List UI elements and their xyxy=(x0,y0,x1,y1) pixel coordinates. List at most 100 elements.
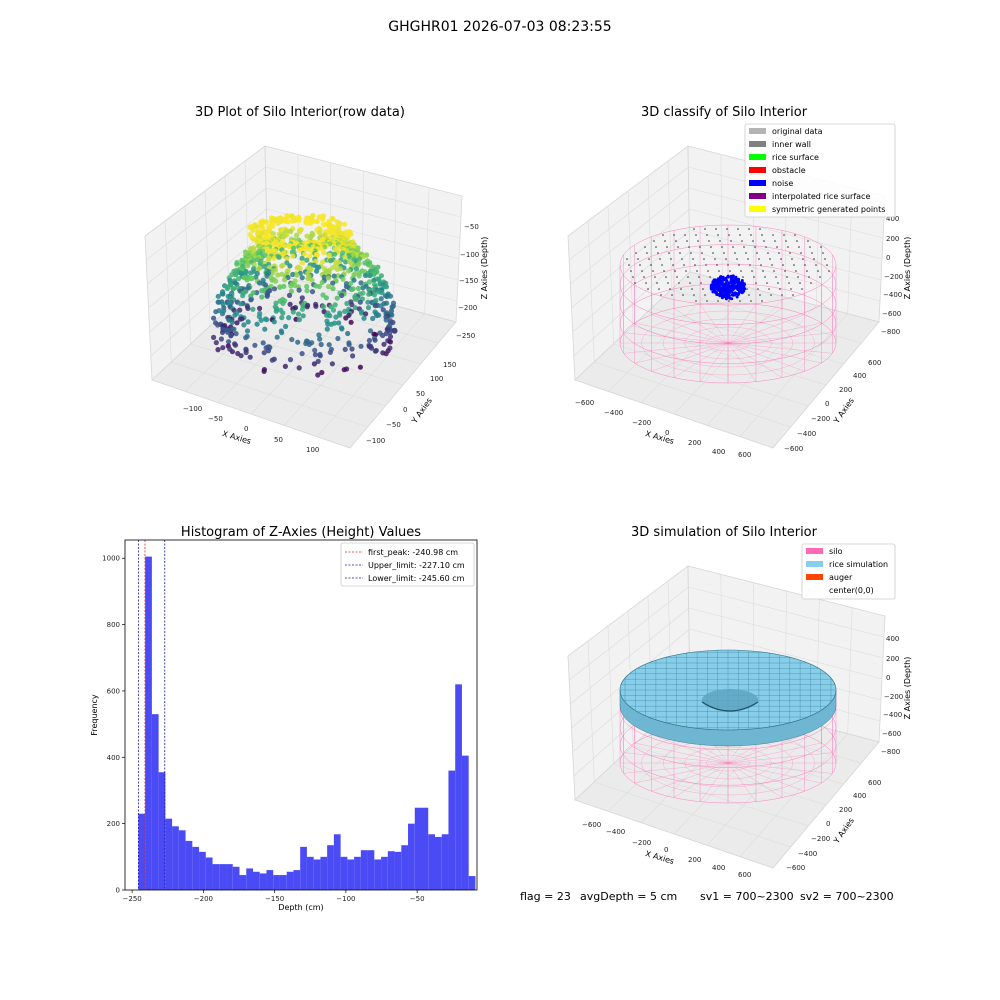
raw-point xyxy=(226,339,232,345)
noise-point xyxy=(712,286,716,290)
legend-swatch-rice-surface xyxy=(749,154,766,160)
raw-point xyxy=(295,339,301,345)
sim-ztick: −600 xyxy=(882,730,901,738)
raw-point xyxy=(380,332,386,339)
silo-floor-ring xyxy=(684,326,772,360)
raw-point xyxy=(234,320,240,326)
surface-dot xyxy=(644,246,646,248)
raw-point xyxy=(341,367,347,373)
raw-point xyxy=(343,259,349,265)
legend-first-peak: first_peak: -240.98 cm xyxy=(368,548,458,557)
raw-point xyxy=(275,272,281,278)
surface-dot xyxy=(634,282,636,284)
surface-dot xyxy=(776,246,778,248)
surface-dot xyxy=(755,282,757,284)
raw-point xyxy=(294,232,300,238)
surface-dot xyxy=(791,258,793,260)
raw-point xyxy=(342,221,348,227)
raw-point xyxy=(357,364,363,370)
noise-point xyxy=(727,294,731,298)
raw-point xyxy=(297,247,303,253)
raw-point xyxy=(299,295,305,301)
raw-point xyxy=(331,273,337,279)
raw-point xyxy=(215,299,221,305)
raw-point xyxy=(273,308,279,314)
grid-line xyxy=(739,733,848,857)
raw-point xyxy=(279,263,285,269)
histogram-bar xyxy=(266,870,274,890)
raw-point xyxy=(371,277,377,283)
surface-dot xyxy=(750,300,752,302)
silo-floor-spoke xyxy=(634,342,729,364)
noise-point xyxy=(725,285,729,289)
surface-dot xyxy=(686,240,688,242)
noise-point xyxy=(723,288,727,292)
raw-point xyxy=(297,265,303,271)
noise-point xyxy=(717,281,721,285)
raw-point xyxy=(219,329,226,335)
status-line: flag = 23 avgDepth = 5 cm sv1 = 700~2300… xyxy=(520,890,894,903)
raw-point xyxy=(257,305,263,311)
raw-point xyxy=(252,342,258,348)
surface-dot xyxy=(716,264,718,266)
surface-dot xyxy=(659,258,661,260)
histogram-bar xyxy=(428,834,435,890)
raw-point xyxy=(213,340,219,346)
legend-center: center(0,0) xyxy=(829,586,874,595)
raw-point xyxy=(255,266,261,272)
surface-dot xyxy=(698,276,700,278)
raw-xtick: −50 xyxy=(208,415,223,423)
surface-dot xyxy=(752,240,754,242)
noise-point xyxy=(726,275,730,279)
sim-zlabel: Z Axies (Depth) xyxy=(903,657,912,720)
surface-dot xyxy=(750,234,752,236)
surface-dot xyxy=(656,282,658,284)
raw-point xyxy=(240,293,246,299)
histogram-ytick-label: 400 xyxy=(107,754,120,762)
raw-point xyxy=(318,341,324,348)
raw-point xyxy=(297,229,303,235)
raw-point xyxy=(307,253,313,259)
noise-point xyxy=(741,287,745,291)
histogram-bar xyxy=(408,823,415,890)
histogram-xtick-label: −200 xyxy=(194,895,213,903)
raw-point xyxy=(294,272,300,278)
raw-point xyxy=(254,321,260,327)
raw-point xyxy=(326,342,332,348)
silo-floor-spoke xyxy=(623,752,729,764)
raw-point-cloud xyxy=(211,212,398,378)
raw-point xyxy=(355,285,361,292)
raw-point xyxy=(346,254,352,260)
raw-point xyxy=(237,316,243,322)
raw-point xyxy=(289,336,295,343)
surface-dot xyxy=(657,252,659,254)
grid-line xyxy=(667,160,672,291)
legend-lower-limit: Lower_limit: -245.60 cm xyxy=(368,574,465,583)
raw-point xyxy=(351,277,357,283)
silo-floor-ring xyxy=(684,746,772,780)
surface-dot xyxy=(793,264,795,266)
raw-point xyxy=(236,276,242,282)
raw-point xyxy=(248,270,254,276)
histogram-bar xyxy=(340,856,348,890)
surface-dot xyxy=(705,264,707,266)
raw-point xyxy=(286,292,293,298)
surface-dot xyxy=(797,276,799,278)
silo-floor-spoke xyxy=(634,762,729,784)
legend-interpolated-rice-surface: interpolated rice surface xyxy=(772,192,870,201)
classify-ytick: −200 xyxy=(811,415,830,423)
histogram-bar xyxy=(381,856,388,890)
surface-dot xyxy=(813,258,815,260)
surface-dot xyxy=(799,282,801,284)
noise-point xyxy=(718,276,722,280)
surface-dot xyxy=(688,246,690,248)
rice-depression-edge xyxy=(701,701,759,712)
surface-dot xyxy=(725,258,727,260)
raw-point xyxy=(344,300,350,307)
raw-point xyxy=(330,307,337,313)
surface-dot xyxy=(779,288,781,290)
raw-point xyxy=(321,250,327,256)
raw-point xyxy=(296,317,302,323)
silo-floor-spoke xyxy=(727,304,757,344)
surface-dot xyxy=(739,234,741,236)
